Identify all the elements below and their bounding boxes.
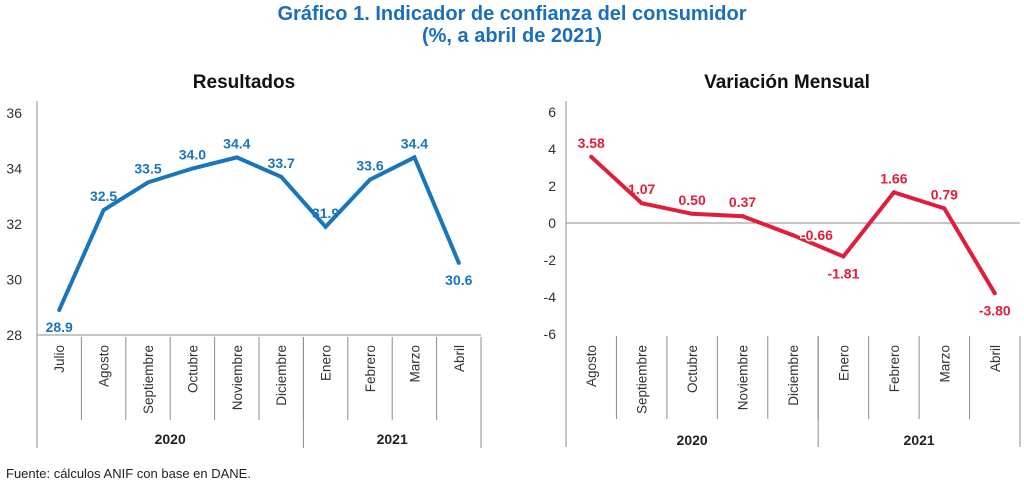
y-tick-label: 34 [6, 161, 22, 177]
x-tick-label: Enero [319, 345, 334, 381]
source-note: Fuente: cálculos ANIF con base en DANE. [6, 466, 251, 481]
series-line [57, 154, 461, 311]
y-tick-label: 2 [548, 178, 556, 194]
data-label: 32.5 [90, 188, 117, 204]
series-line [589, 155, 997, 295]
y-tick-label: 32 [6, 216, 22, 232]
x-tick-label: Noviembre [230, 345, 245, 410]
year-label: 2021 [377, 431, 408, 447]
y-tick-label: 28 [6, 327, 22, 343]
x-tick-label: Septiembre [141, 345, 156, 414]
data-label: -0.66 [801, 227, 833, 243]
x-tick-label: Abril [988, 345, 1003, 372]
x-tick-label: Marzo [407, 345, 422, 383]
y-tick-label: 36 [6, 105, 22, 121]
x-tick-label: Septiembre [635, 345, 650, 414]
data-point [740, 214, 745, 219]
data-label: 1.07 [628, 181, 655, 197]
data-point [791, 233, 795, 238]
data-point [146, 180, 150, 185]
x-tick-label: Abril [452, 345, 467, 372]
figure-title: Gráfico 1. Indicador de confianza del co… [277, 3, 747, 25]
data-point [942, 206, 947, 211]
x-tick-label: Agosto [584, 345, 599, 387]
x-tick-label: Octubre [685, 345, 700, 393]
data-label: 34.4 [223, 135, 250, 151]
x-tick-label: Febrero [363, 345, 378, 392]
year-label: 2020 [155, 431, 186, 447]
data-label: 34.0 [179, 147, 206, 163]
y-tick-label: -6 [544, 326, 557, 342]
data-point [841, 254, 846, 259]
data-label: 1.66 [880, 170, 907, 186]
data-point [279, 174, 284, 179]
year-label: 2020 [677, 432, 708, 448]
x-tick-label: Febrero [887, 345, 902, 392]
data-point [639, 201, 644, 206]
data-point [190, 166, 195, 171]
chart-title: Resultados [193, 72, 295, 93]
data-label: -3.80 [979, 302, 1011, 318]
data-point [368, 177, 372, 182]
data-label: 33.5 [134, 160, 161, 176]
x-tick-label: Agosto [97, 345, 112, 387]
data-point [101, 208, 106, 213]
x-tick-label: Julio [52, 345, 67, 373]
data-label: 30.6 [445, 272, 472, 288]
y-tick-label: 0 [548, 215, 556, 231]
data-point [456, 260, 461, 265]
x-tick-label: Diciembre [274, 345, 289, 406]
data-label: 0.79 [931, 186, 958, 202]
y-tick-label: -2 [544, 252, 557, 268]
data-point [412, 155, 417, 160]
y-tick-label: 4 [548, 141, 556, 157]
x-tick-label: Marzo [937, 345, 952, 383]
year-label: 2021 [904, 432, 935, 448]
y-tick-label: 30 [6, 272, 22, 288]
data-label: 31.9 [312, 205, 339, 221]
x-tick-label: Enero [836, 345, 851, 381]
y-tick-label: 6 [548, 104, 556, 120]
data-label: 34.4 [401, 135, 428, 151]
data-point [992, 291, 997, 296]
x-tick-label: Diciembre [786, 345, 801, 406]
chart-title: Variación Mensual [704, 72, 870, 93]
figure-subtitle: (%, a abril de 2021) [421, 25, 603, 47]
data-label: 33.7 [268, 155, 295, 171]
data-label: 33.6 [356, 158, 383, 174]
data-label: 3.58 [578, 135, 605, 151]
data-point [234, 155, 239, 160]
data-label: -1.81 [827, 265, 859, 281]
data-point [891, 190, 896, 195]
data-point [690, 211, 695, 216]
y-tick-label: -4 [544, 289, 557, 305]
data-label: 28.9 [46, 319, 73, 335]
data-point [589, 154, 594, 159]
data-point [57, 308, 62, 313]
data-label: 0.50 [678, 192, 705, 208]
data-label: 0.37 [729, 194, 756, 210]
x-tick-label: Noviembre [736, 345, 751, 410]
data-point [323, 224, 328, 229]
x-tick-label: Octubre [185, 345, 200, 393]
